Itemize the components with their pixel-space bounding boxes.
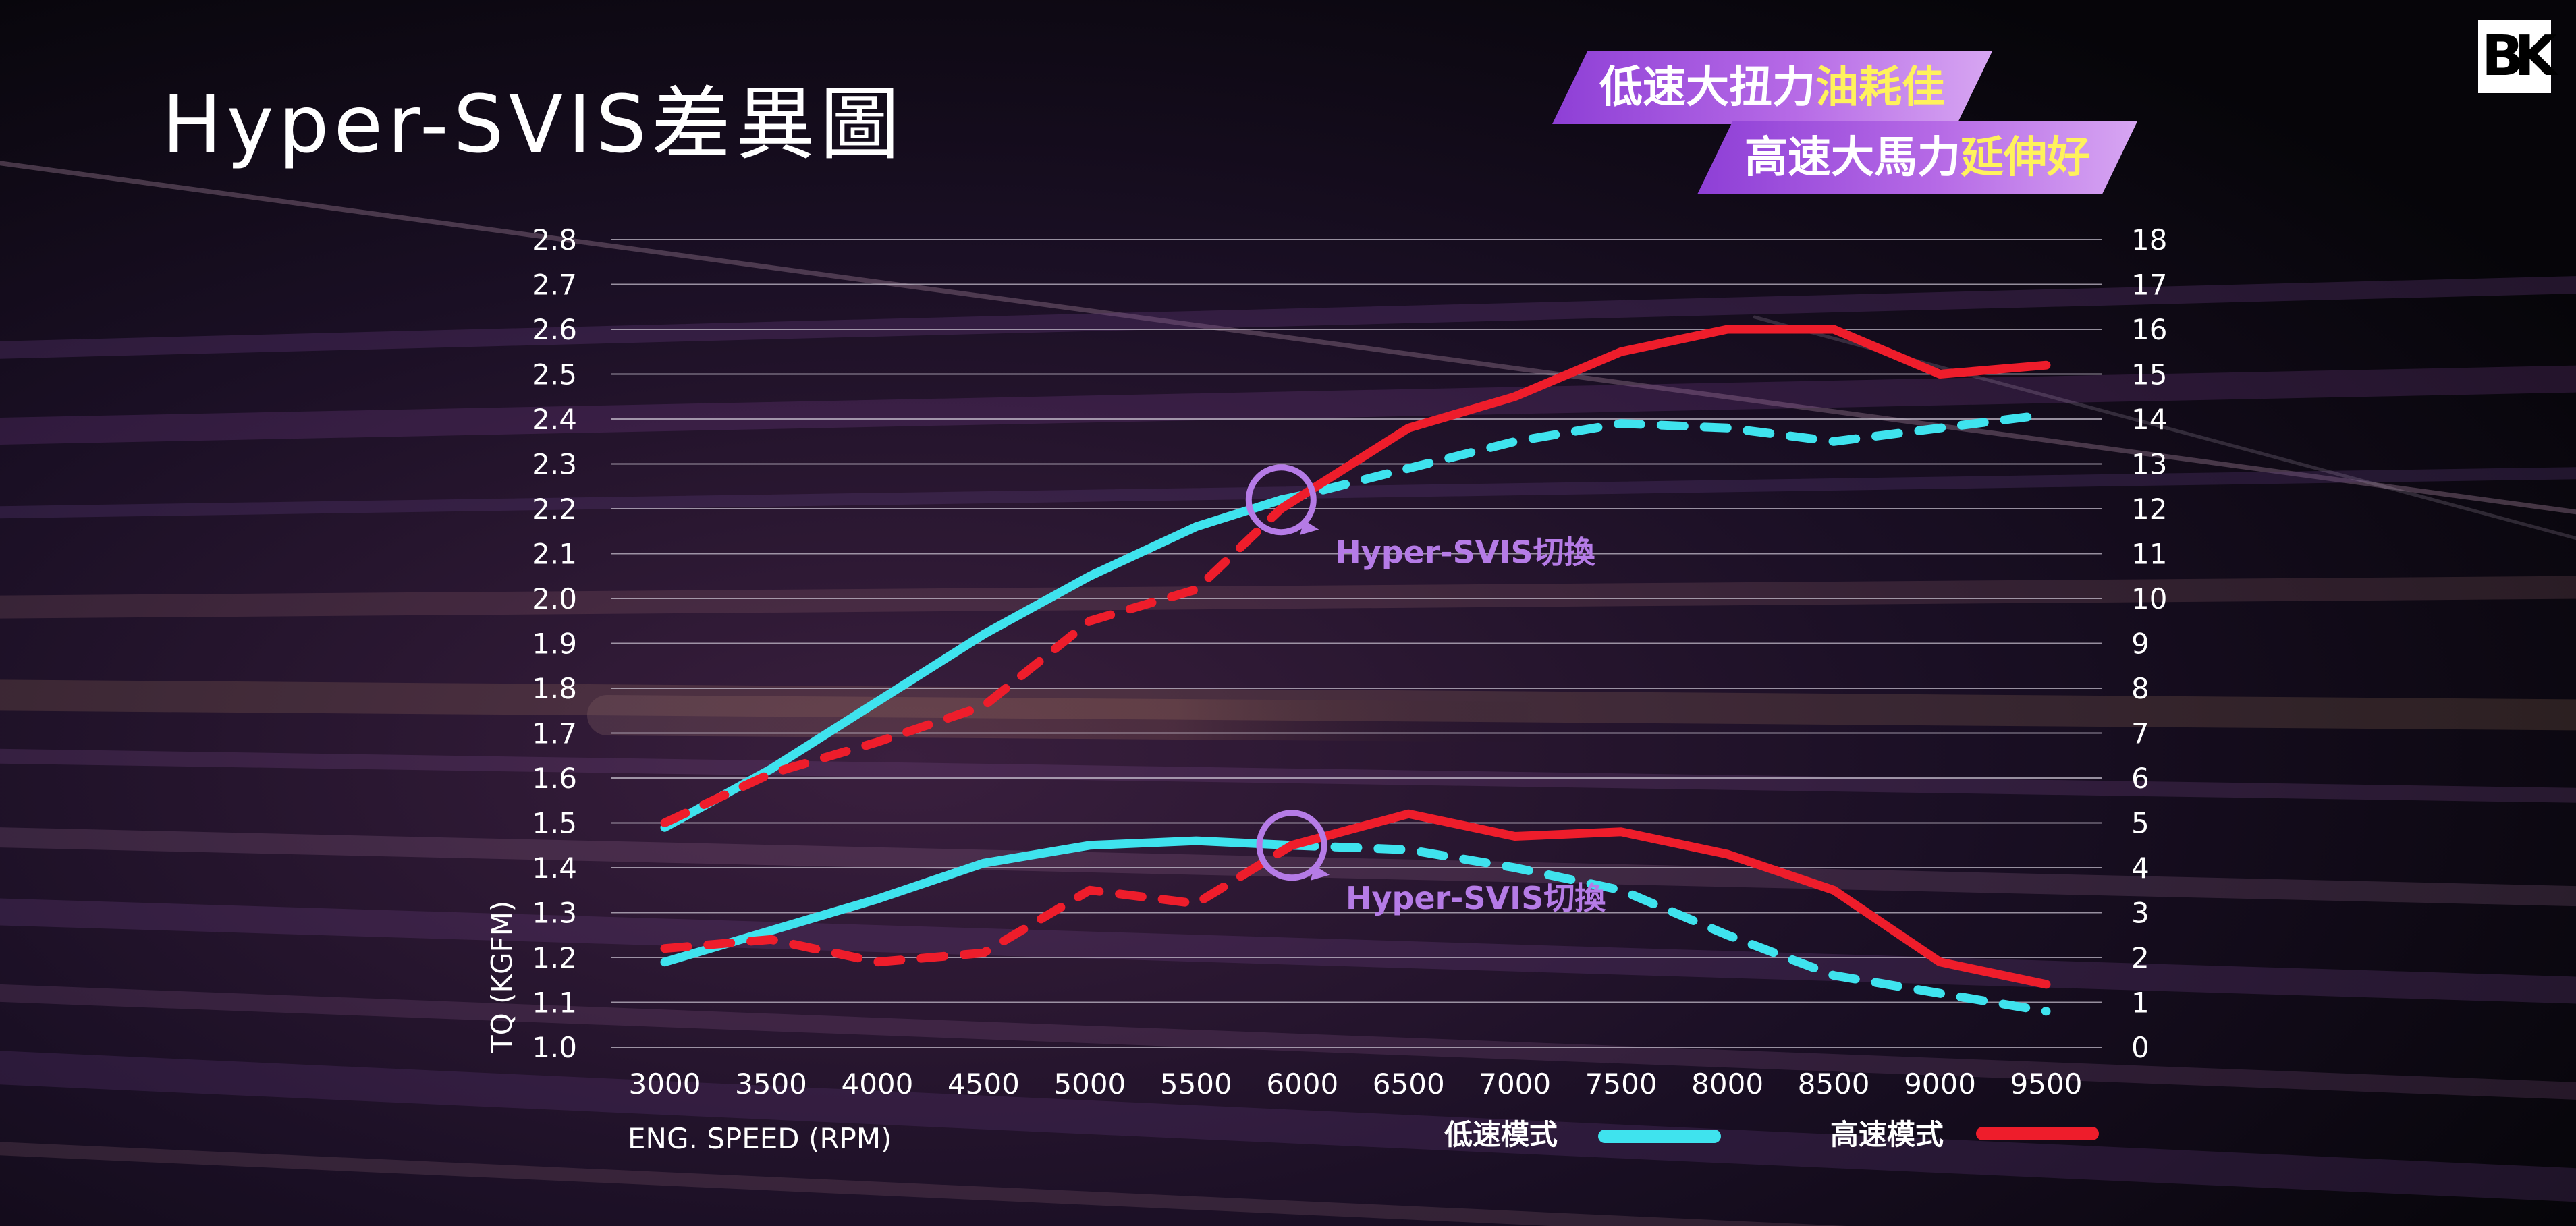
y-tick-right: 5 bbox=[2131, 807, 2149, 840]
banner-highlight: 油耗佳 bbox=[1815, 63, 1945, 113]
y-tick-left: 2.6 bbox=[532, 313, 577, 346]
y-tick-left: 1.3 bbox=[532, 897, 577, 930]
x-axis-ticks: 3000 3500 4000 4500 5000 5500 6000 6500 7000 7500… bbox=[629, 1067, 2083, 1100]
y-axis-label: TQ (KGFM) bbox=[485, 901, 518, 1053]
y-tick-left: 2.1 bbox=[532, 538, 577, 571]
series-line-solid bbox=[1287, 809, 2051, 989]
y-tick-right: 8 bbox=[2131, 672, 2149, 705]
y-tick-right: 6 bbox=[2131, 762, 2149, 795]
y-tick-right: 17 bbox=[2131, 269, 2167, 302]
x-tick: 3500 bbox=[735, 1067, 807, 1100]
y-tick-right: 12 bbox=[2131, 493, 2167, 526]
x-tick: 7000 bbox=[1479, 1067, 1551, 1100]
y-tick-left: 1.9 bbox=[532, 628, 577, 661]
switch-annotation-label: Hyper-SVIS切換 bbox=[1346, 880, 1606, 916]
feature-banner-low-speed: 低速大扭力油耗佳 bbox=[1552, 51, 1992, 124]
y-tick-left: 2.5 bbox=[532, 358, 577, 391]
switch-arrow-icon bbox=[1300, 520, 1319, 535]
x-tick: 6500 bbox=[1373, 1067, 1445, 1100]
y-tick-left: 2.4 bbox=[532, 403, 577, 436]
y-tick-right: 14 bbox=[2131, 403, 2167, 436]
y-tick-right: 4 bbox=[2131, 852, 2149, 885]
y-tick-left: 2.3 bbox=[532, 448, 577, 481]
y-tick-left: 1.2 bbox=[532, 941, 577, 974]
y-tick-right: 18 bbox=[2131, 223, 2167, 256]
series-line-dashed bbox=[1287, 841, 2051, 1016]
y-axis-left-ticks: 2.8 2.7 2.6 2.5 2.4 2.3 2.2 2.1 2.0 1.9 1.8 1.7 1.6 1… bbox=[532, 223, 577, 1064]
page-title: Hyper-SVIS差異圖 bbox=[162, 78, 904, 171]
x-tick: 9500 bbox=[2010, 1067, 2083, 1100]
y-tick-right: 11 bbox=[2131, 538, 2167, 571]
series-high-horsepower bbox=[660, 325, 2051, 827]
series-layer bbox=[660, 325, 2051, 1016]
banner-text: 低速大扭力 bbox=[1599, 63, 1815, 113]
y-tick-left: 2.8 bbox=[532, 223, 577, 256]
x-tick: 4000 bbox=[841, 1067, 913, 1100]
series-line-solid bbox=[660, 495, 1286, 832]
y-tick-left: 1.6 bbox=[532, 762, 577, 795]
y-tick-left: 2.2 bbox=[532, 493, 577, 526]
y-tick-left: 1.1 bbox=[532, 986, 577, 1020]
series-high-torque bbox=[660, 809, 2051, 989]
logo-text: BK bbox=[2481, 24, 2557, 88]
y-tick-right: 13 bbox=[2131, 448, 2167, 481]
y-tick-left: 1.5 bbox=[532, 807, 577, 840]
feature-banner-high-speed: 高速大馬力延伸好 bbox=[1697, 121, 2137, 194]
brand-logo: BK bbox=[2478, 20, 2557, 93]
y-tick-right: 3 bbox=[2131, 897, 2149, 930]
annotation-layer: Hyper-SVIS切換 Hyper-SVIS切換 bbox=[1245, 464, 1606, 916]
x-tick: 7500 bbox=[1585, 1067, 1657, 1100]
y-tick-right: 16 bbox=[2131, 313, 2167, 346]
series-line-dashed bbox=[660, 504, 1286, 827]
y-tick-left: 1.4 bbox=[532, 852, 577, 885]
switch-point-marker bbox=[1245, 464, 1317, 536]
x-tick: 4500 bbox=[948, 1067, 1020, 1100]
banner-text: 高速大馬力 bbox=[1745, 133, 1961, 183]
series-line-dashed bbox=[660, 841, 1296, 967]
series-line-dashed bbox=[1276, 410, 2051, 505]
y-tick-right: 7 bbox=[2131, 717, 2149, 750]
chart-legend: 低速模式 高速模式 bbox=[1444, 1118, 2099, 1151]
y-tick-right: 0 bbox=[2131, 1031, 2149, 1064]
x-tick: 8000 bbox=[1691, 1067, 1763, 1100]
y-tick-left: 2.7 bbox=[532, 269, 577, 302]
y-tick-left: 1.0 bbox=[532, 1031, 577, 1064]
x-tick: 5000 bbox=[1053, 1067, 1126, 1100]
y-tick-right: 9 bbox=[2131, 628, 2149, 661]
series-line-solid bbox=[1276, 325, 2051, 513]
chart-grid bbox=[611, 239, 2102, 1048]
series-line-solid bbox=[660, 836, 1296, 967]
y-tick-left: 1.8 bbox=[532, 672, 577, 705]
x-tick: 6000 bbox=[1266, 1067, 1338, 1100]
switch-annotation-label: Hyper-SVIS切換 bbox=[1335, 534, 1595, 571]
x-tick: 9000 bbox=[1904, 1067, 1976, 1100]
y-tick-right: 15 bbox=[2131, 358, 2167, 391]
y-tick-right: 1 bbox=[2131, 986, 2149, 1020]
switch-arrow-icon bbox=[1311, 865, 1330, 881]
legend-label-high: 高速模式 bbox=[1830, 1118, 1944, 1151]
series-low-torque bbox=[660, 836, 2051, 1016]
y-tick-right: 10 bbox=[2131, 582, 2167, 615]
switch-point-marker bbox=[1256, 810, 1327, 881]
y-tick-left: 1.7 bbox=[532, 717, 577, 750]
banner-highlight: 延伸好 bbox=[1961, 133, 2090, 183]
x-tick: 3000 bbox=[629, 1067, 701, 1100]
series-low-horsepower bbox=[660, 410, 2051, 832]
x-tick: 8500 bbox=[1798, 1067, 1870, 1100]
legend-label-low: 低速模式 bbox=[1444, 1118, 1558, 1151]
x-tick: 5500 bbox=[1160, 1067, 1232, 1100]
y-tick-left: 2.0 bbox=[532, 582, 577, 615]
x-axis-label: ENG. SPEED (RPM) bbox=[628, 1122, 892, 1155]
y-tick-right: 2 bbox=[2131, 941, 2149, 974]
